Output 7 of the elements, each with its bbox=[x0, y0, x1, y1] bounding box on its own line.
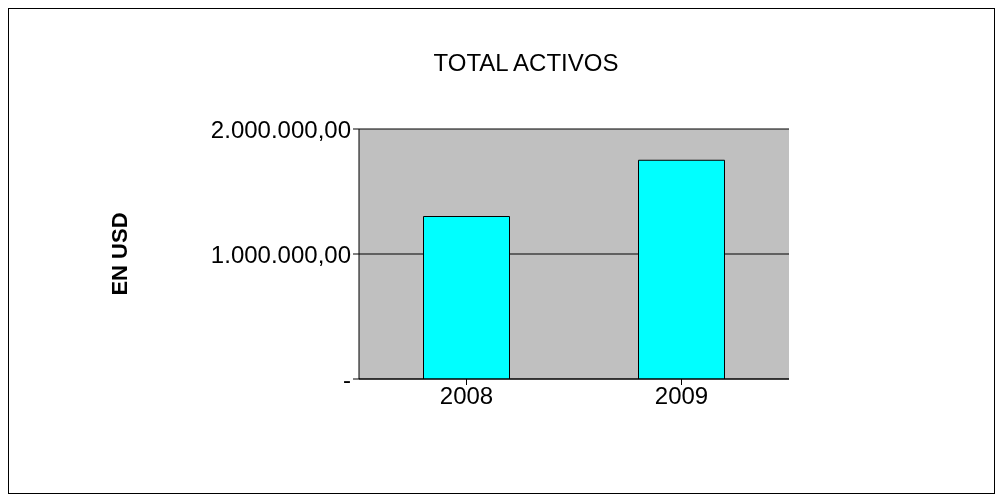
x-tick-label: 2009 bbox=[654, 382, 709, 410]
y-tick-label: 2.000.000,00 bbox=[210, 115, 351, 143]
chart-title: TOTAL ACTIVOS bbox=[432, 49, 620, 77]
x-tick-label: 2008 bbox=[439, 382, 494, 410]
y-tick-label: 1.000.000,00 bbox=[210, 240, 351, 268]
y-axis-title: EN USD bbox=[106, 212, 132, 296]
y-tick-label: - bbox=[343, 365, 351, 393]
